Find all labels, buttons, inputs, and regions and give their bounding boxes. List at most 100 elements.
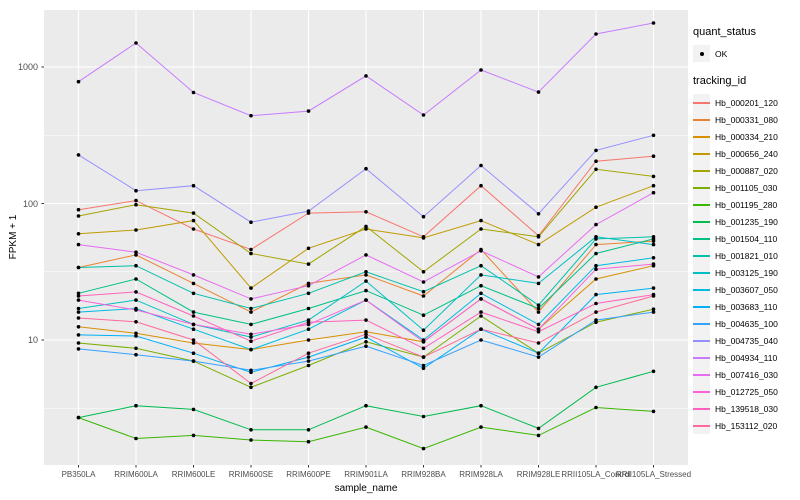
data-point xyxy=(364,335,368,339)
data-point xyxy=(364,273,368,277)
data-point xyxy=(364,403,368,408)
data-point xyxy=(651,174,656,179)
data-point xyxy=(364,253,368,257)
legend-entry-label: Hb_000331_080 xyxy=(715,114,778,125)
legend-entry: Hb_003125_190 xyxy=(693,264,799,281)
data-point xyxy=(191,351,196,356)
data-point xyxy=(421,294,426,298)
data-point xyxy=(651,190,656,195)
data-point xyxy=(249,347,253,352)
x-tick-label: RRII105LA_Control xyxy=(561,470,631,479)
legend-entry: Hb_004735_040 xyxy=(693,332,799,349)
legend-key-box xyxy=(693,281,710,298)
legend-entry: Hb_139518_030 xyxy=(693,400,799,417)
data-point xyxy=(479,425,483,429)
data-point xyxy=(421,270,426,274)
data-point xyxy=(191,314,196,318)
legend-key-box xyxy=(693,264,710,281)
legend-key-box xyxy=(693,213,710,230)
data-point xyxy=(249,368,253,373)
legend-line-swatch xyxy=(693,407,710,410)
data-point xyxy=(536,242,541,247)
data-point xyxy=(191,211,196,215)
legend-entry-label: Hb_000656_240 xyxy=(715,148,778,159)
data-point xyxy=(364,74,368,78)
legend-entry: Hb_001504_110 xyxy=(693,230,799,247)
data-point xyxy=(76,306,81,311)
data-point xyxy=(479,327,483,332)
data-point xyxy=(249,428,253,432)
data-point xyxy=(536,310,541,314)
legend-key-box xyxy=(693,298,710,315)
legend-key-box xyxy=(693,315,710,332)
legend-entry-label: Hb_000201_120 xyxy=(715,97,778,108)
data-point xyxy=(651,286,656,290)
data-point xyxy=(249,286,253,290)
data-point xyxy=(594,167,598,172)
legend-key-box xyxy=(693,162,710,179)
data-point xyxy=(536,355,541,359)
legend-key-box xyxy=(693,417,710,434)
legend-line-swatch xyxy=(693,118,710,121)
legend-key-box xyxy=(693,247,710,264)
data-point xyxy=(479,310,483,314)
data-point xyxy=(306,109,311,113)
legend-entry-label: Hb_153112_020 xyxy=(715,420,778,431)
data-point xyxy=(594,301,598,306)
data-point xyxy=(191,310,196,314)
legend-line-swatch xyxy=(693,186,710,189)
data-point xyxy=(306,283,311,288)
data-point xyxy=(306,363,311,368)
data-point xyxy=(536,281,541,286)
data-point xyxy=(594,205,598,209)
legend-line-swatch xyxy=(693,254,710,257)
data-point xyxy=(536,433,541,438)
data-point xyxy=(651,262,656,266)
data-point xyxy=(249,251,253,256)
legend-entry-quant-ok: OK xyxy=(693,45,799,62)
data-point xyxy=(479,218,483,223)
data-point xyxy=(134,198,138,203)
data-point xyxy=(421,289,426,294)
legend-line-swatch xyxy=(693,152,710,155)
data-point xyxy=(421,355,426,359)
data-point xyxy=(76,325,81,329)
data-point xyxy=(479,263,483,268)
legend-entry: Hb_012725_050 xyxy=(693,383,799,400)
data-point xyxy=(134,290,138,294)
x-tick-label: RRIM928BA xyxy=(401,470,446,479)
data-point xyxy=(421,366,426,371)
data-point xyxy=(364,279,368,283)
legend-key-box xyxy=(693,45,710,62)
legend-gap xyxy=(693,62,799,75)
legend-line-swatch xyxy=(693,390,710,393)
legend-line-swatch xyxy=(693,373,710,376)
data-point xyxy=(651,21,656,25)
data-point xyxy=(306,209,311,213)
legend-line-swatch xyxy=(693,271,710,274)
data-point xyxy=(134,352,138,357)
data-point xyxy=(364,298,368,302)
x-tick-label: RRIM600LA xyxy=(114,470,158,479)
data-point xyxy=(134,331,138,336)
data-point xyxy=(306,439,311,444)
legend-entry: Hb_001195_280 xyxy=(693,196,799,213)
data-point xyxy=(364,210,368,214)
y-tick-label: 10 xyxy=(27,335,38,345)
data-point xyxy=(421,328,426,333)
data-point xyxy=(191,273,196,277)
legend-entry-label: OK xyxy=(715,48,728,59)
data-point xyxy=(479,68,483,72)
data-point xyxy=(479,163,483,168)
data-point xyxy=(594,242,598,247)
legend-key-box xyxy=(693,111,710,128)
data-point xyxy=(479,291,483,296)
legend-entry-label: Hb_000887_020 xyxy=(715,165,778,176)
legend-entry: Hb_007416_030 xyxy=(693,366,799,383)
data-point xyxy=(76,298,81,302)
data-point xyxy=(594,32,598,36)
legend-entry: Hb_001105_030 xyxy=(693,179,799,196)
data-point xyxy=(479,403,483,408)
data-point xyxy=(76,265,81,270)
